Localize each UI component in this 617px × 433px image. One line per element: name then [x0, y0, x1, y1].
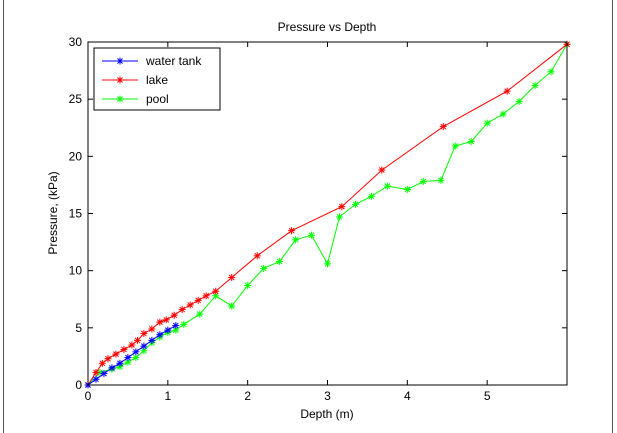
data-point-water-tank — [92, 375, 100, 383]
data-point-lake — [338, 203, 346, 211]
data-point-lake — [253, 252, 261, 260]
data-point-pool — [244, 282, 252, 290]
data-point-pool — [324, 260, 331, 268]
x-tick-label: 1 — [164, 389, 171, 403]
data-point-pool — [547, 68, 555, 76]
legend-item-water-tank: water tank — [102, 54, 202, 68]
data-point-lake — [133, 336, 141, 344]
data-point-pool — [140, 347, 148, 355]
data-point-lake — [378, 166, 386, 174]
legend-label-water-tank: water tank — [145, 54, 202, 68]
data-point-pool — [483, 119, 491, 127]
data-point-pool — [499, 110, 507, 118]
legend: water tank lake pool — [93, 47, 221, 111]
data-point-pool — [212, 292, 220, 300]
data-point-lake — [104, 355, 112, 363]
x-axis-label: Depth (m) — [300, 407, 353, 421]
data-point-pool — [292, 236, 300, 244]
data-point-lake — [128, 341, 136, 349]
data-point-pool — [260, 264, 268, 272]
data-point-pool — [335, 213, 343, 221]
data-point-lake — [140, 330, 148, 338]
legend-marker-pool — [116, 95, 124, 103]
data-point-pool — [515, 97, 523, 105]
data-point-lake — [288, 227, 296, 235]
legend-label-pool: pool — [146, 92, 169, 106]
data-point-pool — [419, 177, 427, 185]
data-point-water-tank — [172, 322, 180, 330]
legend-marker-water-tank — [116, 57, 124, 65]
y-tick-label: 15 — [69, 207, 83, 221]
axes-layer: 0 1 2 3 4 5 0 5 10 15 20 25 30 — [69, 35, 568, 403]
x-tick-label: 5 — [484, 389, 491, 403]
data-point-lake — [178, 306, 186, 314]
data-point-pool — [180, 320, 188, 328]
data-point-lake — [148, 325, 156, 333]
data-point-lake — [98, 359, 106, 367]
data-point-pool — [367, 192, 375, 200]
data-point-water-tank — [100, 370, 108, 378]
chart-title: Pressure vs Depth — [278, 20, 377, 34]
y-tick-label: 5 — [75, 321, 82, 335]
legend-item-pool: pool — [102, 92, 169, 106]
data-point-lake — [212, 287, 220, 295]
y-tick-label: 25 — [69, 92, 83, 106]
data-point-water-tank — [148, 336, 156, 344]
data-point-pool — [403, 185, 411, 193]
x-tick-label: 2 — [244, 389, 251, 403]
data-point-pool — [308, 231, 316, 239]
data-point-lake — [228, 274, 236, 282]
data-point-pool — [228, 302, 236, 310]
data-point-lake — [92, 368, 100, 376]
data-point-pool — [196, 310, 204, 318]
data-point-pool — [467, 137, 475, 145]
data-point-lake — [162, 316, 170, 324]
window-frame-left — [3, 0, 4, 433]
data-point-water-tank — [164, 326, 172, 334]
y-tick-label: 30 — [69, 35, 83, 49]
data-point-lake — [439, 123, 447, 131]
series-water-tank — [84, 322, 180, 389]
legend-marker-lake — [116, 76, 124, 84]
y-tick-label: 0 — [75, 378, 82, 392]
x-tick-label: 4 — [404, 389, 411, 403]
data-point-pool — [351, 200, 359, 208]
window-frame-right — [612, 0, 613, 433]
data-point-water-tank — [156, 331, 164, 339]
data-point-lake — [202, 292, 210, 300]
legend-label-lake: lake — [146, 73, 168, 87]
x-tick-label: 0 — [85, 389, 92, 403]
x-tick-label: 3 — [324, 389, 331, 403]
data-point-lake — [503, 87, 511, 95]
legend-item-lake: lake — [102, 73, 168, 87]
data-point-water-tank — [116, 359, 124, 367]
y-tick-label: 20 — [69, 149, 83, 163]
data-point-lake — [112, 350, 120, 358]
data-point-pool — [451, 142, 459, 150]
legend-box — [93, 47, 221, 111]
data-point-pool — [132, 354, 140, 362]
data-point-water-tank — [124, 354, 132, 362]
data-point-water-tank — [132, 348, 140, 356]
data-point-water-tank — [140, 342, 148, 350]
data-point-pool — [531, 81, 539, 89]
data-point-pool — [383, 182, 391, 190]
data-point-lake — [194, 296, 202, 304]
y-tick-label: 10 — [69, 264, 83, 278]
data-point-lake — [120, 346, 128, 354]
data-point-lake — [186, 301, 194, 309]
data-point-pool — [276, 258, 284, 266]
data-point-lake — [156, 318, 164, 326]
data-point-pool — [437, 176, 445, 184]
data-point-lake — [170, 311, 178, 319]
y-axis-label: Pressure, (kPa) — [46, 171, 60, 254]
data-point-water-tank — [108, 364, 116, 372]
